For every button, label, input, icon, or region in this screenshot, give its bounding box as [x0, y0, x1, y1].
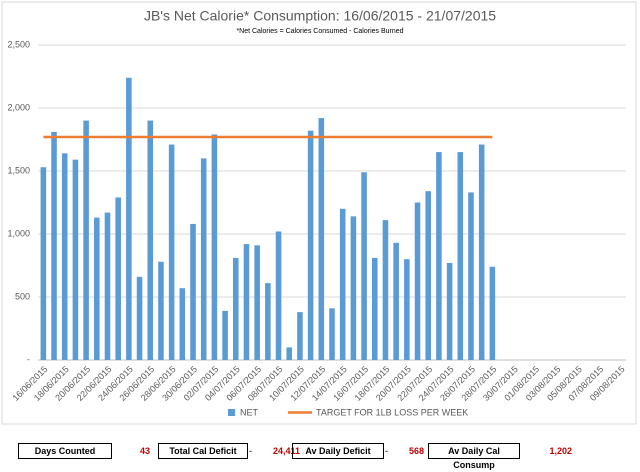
- summary-sign: -: [385, 446, 388, 456]
- bar: [179, 288, 186, 360]
- summary-value: 43: [139, 446, 150, 456]
- bar: [83, 120, 89, 360]
- y-tick-label: 500: [15, 291, 30, 301]
- bar: [115, 197, 121, 360]
- bar: [286, 347, 293, 360]
- bar: [414, 202, 421, 360]
- summary-label: Total Cal Deficit: [158, 443, 248, 459]
- y-tick-label: 2,000: [7, 102, 30, 112]
- bar: [393, 242, 399, 360]
- bar: [104, 212, 111, 360]
- bar: [457, 152, 464, 360]
- chart: JB's Net Calorie* Consumption: 16/06/201…: [1, 1, 637, 425]
- bar: [329, 308, 335, 360]
- chart-subtitle: *Net Calories = Calories Consumed - Calo…: [236, 28, 403, 35]
- bar: [40, 167, 47, 360]
- bar: [275, 231, 282, 360]
- bar: [147, 120, 154, 360]
- bar: [211, 134, 218, 360]
- y-tick-label: -: [27, 354, 30, 364]
- summary-label: Av Daily Deficit: [292, 443, 384, 459]
- summary-value: 568: [408, 446, 424, 456]
- bar: [265, 283, 271, 360]
- summary-label: Days Counted: [18, 443, 112, 459]
- bar: [233, 257, 239, 360]
- bar: [339, 208, 346, 360]
- bar: [297, 312, 303, 360]
- y-tick-label: 1,500: [7, 165, 30, 175]
- bar: [371, 257, 378, 360]
- legend-label: TARGET FOR 1LB LOSS PER WEEK: [316, 407, 468, 417]
- y-tick-label: 1,000: [7, 228, 30, 238]
- bar: [61, 153, 68, 360]
- summary-value: 1,202: [549, 446, 572, 456]
- summary-value: 24,411: [272, 446, 300, 456]
- bar: [436, 152, 442, 360]
- bar: [478, 144, 485, 360]
- bar: [158, 261, 164, 360]
- bar: [94, 217, 100, 360]
- bar: [425, 191, 431, 360]
- bar: [318, 118, 325, 360]
- bar: [468, 192, 474, 360]
- bar: [200, 158, 207, 360]
- bar: [254, 245, 260, 360]
- bar: [307, 130, 314, 360]
- bar: [404, 259, 410, 360]
- bar: [382, 220, 389, 360]
- bar: [72, 159, 79, 360]
- bar: [361, 172, 367, 360]
- y-tick-label: 2,500: [7, 39, 30, 49]
- bar: [136, 276, 143, 360]
- bar: [350, 216, 357, 360]
- legend-swatch: [228, 409, 235, 416]
- bar: [489, 266, 496, 360]
- chart-title: JB's Net Calorie* Consumption: 16/06/201…: [144, 8, 496, 24]
- summary-sign: -: [249, 446, 252, 456]
- bar: [243, 244, 250, 360]
- bar: [168, 144, 175, 360]
- bar: [190, 223, 196, 360]
- legend-label: NET: [240, 407, 259, 417]
- bar: [446, 262, 453, 360]
- bar: [222, 310, 228, 360]
- summary-label: Av Daily Cal Consump: [428, 443, 520, 470]
- bar: [126, 77, 132, 360]
- bar: [51, 131, 57, 360]
